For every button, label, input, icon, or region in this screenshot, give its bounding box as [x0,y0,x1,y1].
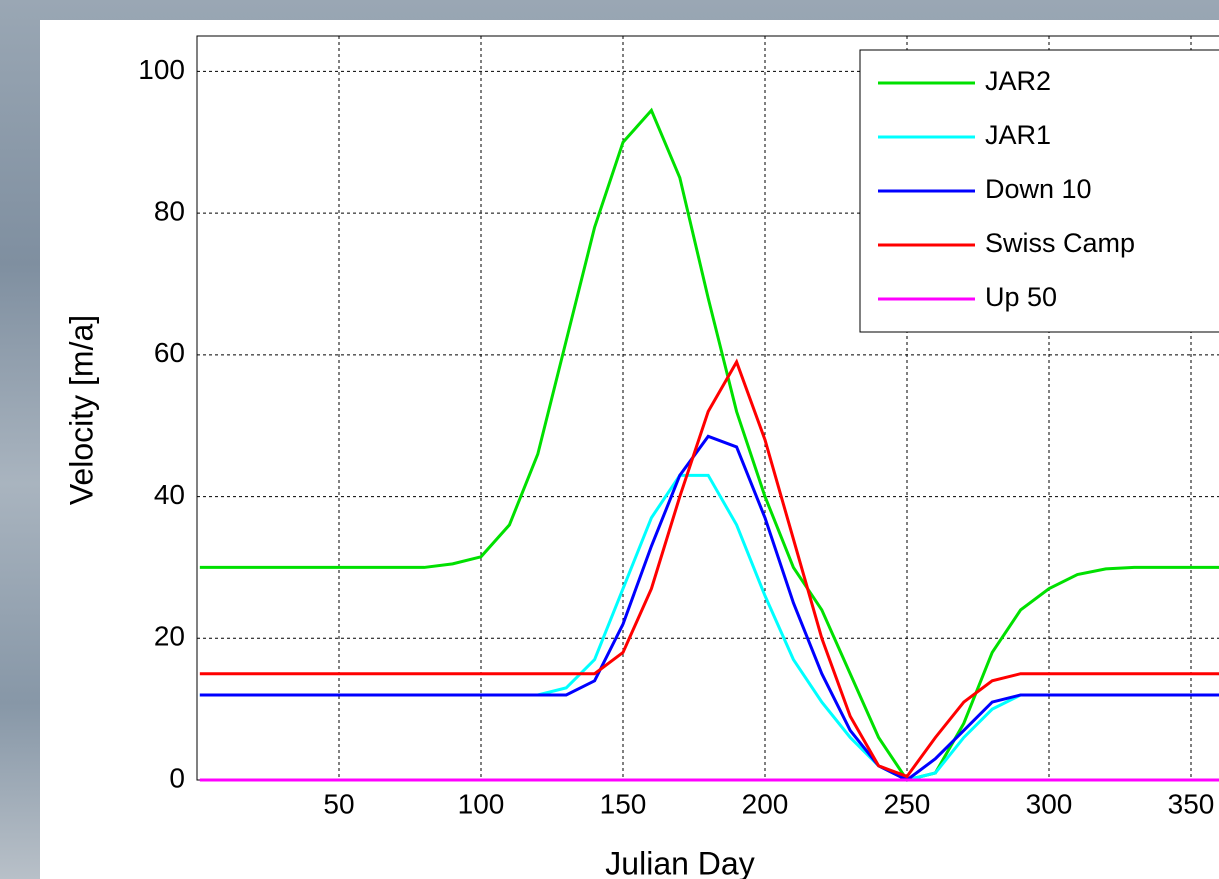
x-tick-label: 200 [742,788,789,819]
series-line [199,107,1219,782]
x-tick-label: 100 [458,788,505,819]
y-axis-label: Velocity [m/a] [63,315,99,505]
legend-label: Up 50 [985,282,1057,312]
y-tick-label: 60 [154,337,185,368]
legend-label: JAR2 [985,66,1051,96]
series-line [199,434,1219,782]
x-tick-label: 300 [1026,788,1073,819]
x-tick-label: 150 [600,788,647,819]
y-tick-label: 0 [169,762,185,793]
y-tick-label: 80 [154,196,185,227]
series-line [199,358,1219,779]
y-tick-label: 40 [154,479,185,510]
y-tick-label: 20 [154,621,185,652]
y-tick-label: 100 [138,54,185,85]
x-axis-label: Julian Day [605,845,754,879]
x-tick-label: 50 [323,788,354,819]
x-tick-label: 350 [1168,788,1215,819]
legend-label: JAR1 [985,120,1051,150]
legend-label: Swiss Camp [985,228,1135,258]
legend-label: Down 10 [985,174,1092,204]
x-tick-label: 250 [884,788,931,819]
